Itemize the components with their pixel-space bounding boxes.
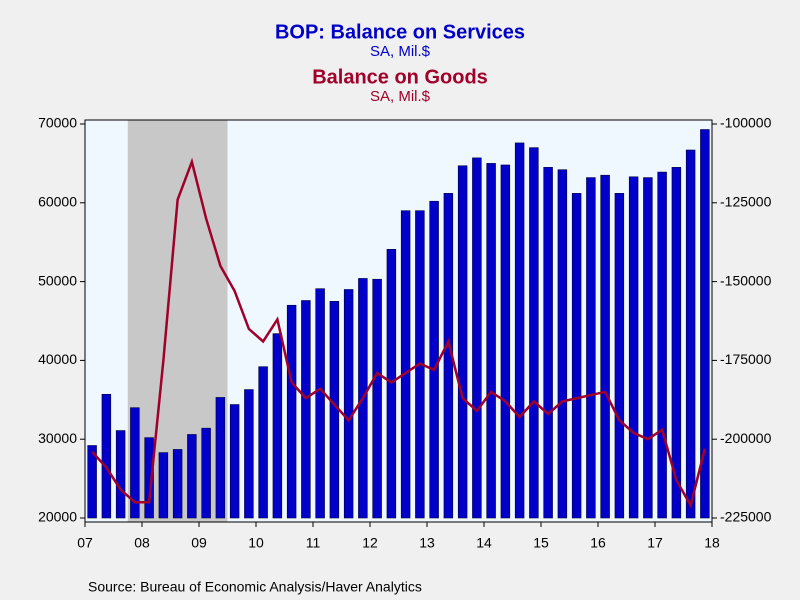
bar (87, 445, 97, 519)
y-tick-label: 60000 (38, 194, 77, 210)
y2-tick-label: -100000 (720, 115, 772, 131)
y-tick-label: 50000 (38, 272, 77, 288)
bar (400, 210, 411, 519)
bar (158, 452, 169, 519)
bar (457, 165, 468, 519)
units-goods: SA, Mil.$ (370, 88, 431, 105)
bar (115, 430, 126, 519)
bar (429, 200, 439, 519)
bar (586, 177, 596, 519)
bar (685, 149, 696, 519)
bar (343, 289, 354, 519)
y2-tick-label: -175000 (720, 351, 772, 367)
bar (486, 163, 496, 519)
units-services: SA, Mil.$ (370, 43, 431, 60)
bar (657, 171, 667, 519)
bar (700, 129, 710, 519)
y2-tick-label: -150000 (720, 272, 772, 288)
bar (315, 288, 325, 519)
x-tick-label: 11 (306, 535, 321, 551)
x-tick-label: 13 (419, 535, 435, 551)
bar (372, 278, 382, 519)
bar (301, 300, 311, 519)
x-tick-label: 16 (590, 535, 606, 551)
bar (571, 193, 582, 519)
x-tick-label: 15 (533, 535, 549, 551)
y-tick-label: 70000 (38, 115, 77, 131)
bar (144, 437, 154, 519)
title-goods: Balance on Goods (312, 66, 488, 88)
y2-tick-label: -225000 (720, 509, 772, 525)
bar (187, 434, 197, 519)
x-tick-label: 08 (134, 535, 150, 551)
bar (628, 176, 639, 519)
y-tick-label: 30000 (38, 430, 77, 446)
bar (244, 389, 254, 519)
bar (272, 333, 283, 519)
goods-line (91, 157, 707, 509)
bar (172, 449, 183, 519)
y2-tick-label: -125000 (720, 194, 772, 210)
bar (529, 147, 539, 519)
bar (258, 366, 268, 519)
bar (614, 193, 625, 519)
x-tick-label: 07 (77, 535, 93, 551)
y2-tick-label: -200000 (720, 430, 772, 446)
bar (543, 167, 553, 519)
bar (671, 167, 682, 519)
title-services: BOP: Balance on Services (275, 21, 525, 43)
bar (286, 304, 297, 519)
source: Source: Bureau of Economic Analysis/Have… (88, 579, 422, 595)
bar (472, 157, 482, 519)
bar (557, 169, 568, 519)
bar (201, 427, 211, 519)
plot-border (84, 119, 713, 523)
bar (500, 164, 511, 519)
x-tick-label: 10 (248, 535, 264, 551)
bar (130, 407, 140, 519)
x-tick-label: 18 (704, 535, 720, 551)
bar (514, 142, 525, 519)
y-tick-label: 20000 (38, 509, 77, 525)
bar (600, 174, 610, 519)
bar (643, 177, 653, 519)
bar (215, 397, 226, 519)
bar (101, 393, 112, 519)
x-tick-label: 09 (191, 535, 207, 551)
x-tick-label: 14 (476, 535, 492, 551)
x-tick-label: 12 (362, 535, 378, 551)
bar (229, 404, 240, 519)
x-tick-label: 17 (647, 535, 663, 551)
y-tick-label: 40000 (38, 351, 77, 367)
